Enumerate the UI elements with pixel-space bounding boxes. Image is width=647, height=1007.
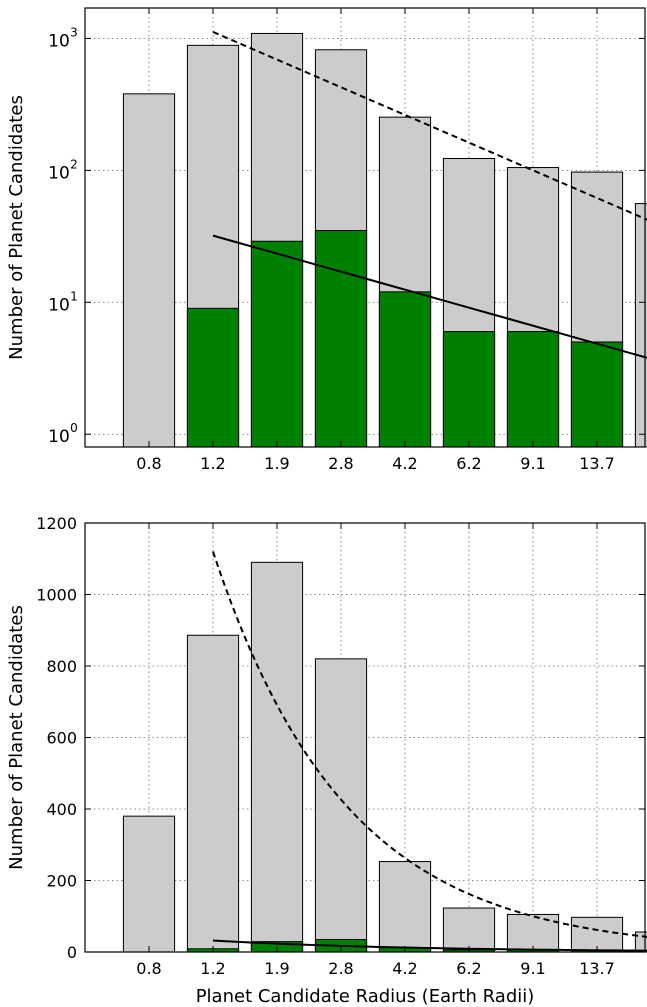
x-tick-label: 6.2 — [456, 454, 481, 473]
all-candidates-bars — [122, 561, 647, 953]
x-tick-label: 2.8 — [328, 454, 353, 473]
y-tick-label: 200 — [46, 872, 77, 891]
solid-fit-line — [212, 939, 647, 952]
x-tick-label: 0.8 — [136, 454, 161, 473]
solid-fit-line — [212, 234, 647, 359]
bar — [250, 240, 304, 448]
bar — [506, 913, 560, 953]
x-tick-label: 1.9 — [264, 454, 289, 473]
x-tick-label: 6.2 — [456, 959, 481, 978]
y-axis-label: Number of Planet Candidates — [6, 95, 27, 360]
x-tick-label: 2.8 — [328, 959, 353, 978]
y-tick-label: 1200 — [36, 514, 77, 533]
y-tick-exponent: 0 — [70, 421, 78, 435]
dashed-fit-line — [212, 30, 647, 221]
bar — [186, 634, 240, 953]
x-tick-label: 0.8 — [136, 959, 161, 978]
y-tick-label: 1000 — [36, 586, 77, 605]
dashed-fit-line — [212, 551, 647, 938]
x-tick-label: 4.2 — [392, 959, 417, 978]
y-tick-exponent: 2 — [70, 157, 78, 171]
y-tick-label: 10 — [48, 295, 70, 315]
bar — [250, 561, 304, 953]
bar — [442, 907, 496, 953]
y-tick-label: 10 — [48, 427, 70, 447]
x-tick-label: 9.1 — [520, 959, 545, 978]
bar — [186, 307, 240, 448]
bar — [570, 341, 624, 448]
y-tick-exponent: 1 — [70, 289, 78, 303]
y-axis-label: Number of Planet Candidates — [6, 605, 27, 870]
linear-chart: 0.81.21.92.84.26.29.113.7210200400600800… — [6, 514, 647, 1007]
x-tick-label: 9.1 — [520, 454, 545, 473]
y-tick-label: 800 — [46, 657, 77, 676]
bar — [122, 93, 176, 448]
bar — [314, 658, 368, 953]
bar — [378, 861, 432, 953]
bar — [314, 229, 368, 448]
x-tick-label: 1.9 — [264, 959, 289, 978]
bar — [506, 331, 560, 448]
x-tick-label: 4.2 — [392, 454, 417, 473]
subset-bars — [186, 229, 624, 448]
y-tick-label: 600 — [46, 729, 77, 748]
x-tick-label: 13.7 — [579, 454, 615, 473]
plot-frame — [84, 7, 646, 448]
x-tick-label: 13.7 — [579, 959, 615, 978]
y-tick-label: 400 — [46, 800, 77, 819]
bar — [378, 291, 432, 448]
y-tick-label: 10 — [48, 31, 70, 51]
y-tick-label: 10 — [48, 163, 70, 183]
bar — [634, 931, 647, 953]
x-tick-label: 1.2 — [200, 454, 225, 473]
y-tick-label: 0 — [67, 943, 77, 962]
x-tick-label: 1.2 — [200, 959, 225, 978]
bar — [634, 203, 647, 448]
bar — [442, 331, 496, 448]
y-tick-exponent: 3 — [70, 25, 78, 39]
x-axis-label: Planet Candidate Radius (Earth Radii) — [196, 986, 535, 1007]
bar — [122, 815, 176, 953]
log-chart: 0.81.21.92.84.26.29.113.721100101102103N… — [6, 7, 647, 473]
